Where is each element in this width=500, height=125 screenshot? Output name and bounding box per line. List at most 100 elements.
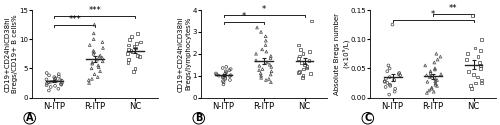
Point <box>384 82 392 84</box>
Point <box>396 74 404 76</box>
Point <box>90 32 98 34</box>
Point <box>130 70 138 72</box>
Point <box>471 47 479 49</box>
Point <box>93 59 101 61</box>
Point <box>263 62 271 64</box>
Point <box>386 84 394 86</box>
Point <box>305 51 313 53</box>
Point <box>88 62 96 64</box>
Point <box>396 72 404 74</box>
Point <box>226 79 234 81</box>
Text: **: ** <box>449 4 458 13</box>
Point <box>477 82 485 84</box>
Y-axis label: Absolute Bregs number
(×10⁹/L): Absolute Bregs number (×10⁹/L) <box>334 13 349 95</box>
Point <box>307 72 315 74</box>
Text: ***: *** <box>88 6 102 15</box>
Point <box>85 82 93 84</box>
Point <box>96 54 104 56</box>
Point <box>262 40 270 42</box>
Point <box>428 87 436 89</box>
Point <box>226 69 234 71</box>
Point <box>57 83 65 85</box>
Point <box>52 80 60 82</box>
Point <box>134 54 141 56</box>
Point <box>222 71 230 73</box>
Point <box>58 80 66 82</box>
Point <box>90 53 98 55</box>
Point <box>42 78 50 80</box>
Point <box>298 77 306 79</box>
Point <box>55 73 63 75</box>
Point <box>253 26 261 28</box>
Point <box>266 64 274 66</box>
Point <box>265 78 273 80</box>
Point <box>134 32 142 34</box>
Point <box>130 46 138 48</box>
Text: *: * <box>431 10 435 19</box>
Point <box>132 43 140 45</box>
Point <box>464 70 472 72</box>
Point <box>124 49 132 51</box>
Point <box>257 75 265 77</box>
Point <box>136 41 144 43</box>
Point <box>90 73 98 75</box>
Point <box>221 77 229 79</box>
Point <box>255 69 263 71</box>
Point <box>380 81 388 83</box>
Point <box>385 94 393 96</box>
Point <box>296 48 304 50</box>
Point <box>124 53 132 55</box>
Y-axis label: CD19+CD24hiCD38hi
Bregs/lymphocytes%: CD19+CD24hiCD38hi Bregs/lymphocytes% <box>178 16 191 92</box>
Point <box>96 70 104 72</box>
Point <box>99 47 107 49</box>
Point <box>124 62 132 64</box>
Point <box>386 85 394 87</box>
Point <box>427 75 435 77</box>
Point <box>426 76 434 78</box>
Point <box>437 73 445 75</box>
Point <box>472 82 480 84</box>
Point <box>262 35 270 37</box>
Point <box>226 75 234 77</box>
Point <box>222 66 230 68</box>
Point <box>252 59 260 61</box>
Point <box>218 76 226 78</box>
Point <box>43 82 51 84</box>
Point <box>262 79 270 81</box>
Point <box>296 70 304 72</box>
Point <box>220 81 228 83</box>
Point <box>433 79 441 81</box>
Point <box>94 66 102 68</box>
Point <box>294 44 302 46</box>
Point <box>96 56 104 58</box>
Point <box>298 62 306 64</box>
Point <box>128 51 136 53</box>
Point <box>299 68 307 70</box>
Point <box>219 80 227 82</box>
Point <box>432 53 440 55</box>
Point <box>226 74 234 76</box>
Point <box>428 88 436 90</box>
Point <box>476 62 484 64</box>
Point <box>432 78 440 80</box>
Point <box>257 31 265 33</box>
Point <box>46 86 54 88</box>
Point <box>88 78 96 80</box>
Point <box>463 53 471 55</box>
Point <box>127 50 135 52</box>
Point <box>98 57 106 59</box>
Point <box>431 67 439 69</box>
Point <box>221 73 229 75</box>
Point <box>98 60 106 62</box>
Point <box>426 72 434 74</box>
Point <box>90 38 98 40</box>
Point <box>384 64 392 66</box>
Point <box>294 71 302 73</box>
Point <box>51 78 59 80</box>
Point <box>390 91 398 93</box>
Point <box>382 78 390 80</box>
Point <box>54 88 62 90</box>
Point <box>477 79 485 81</box>
Point <box>222 78 230 80</box>
Point <box>300 64 308 66</box>
